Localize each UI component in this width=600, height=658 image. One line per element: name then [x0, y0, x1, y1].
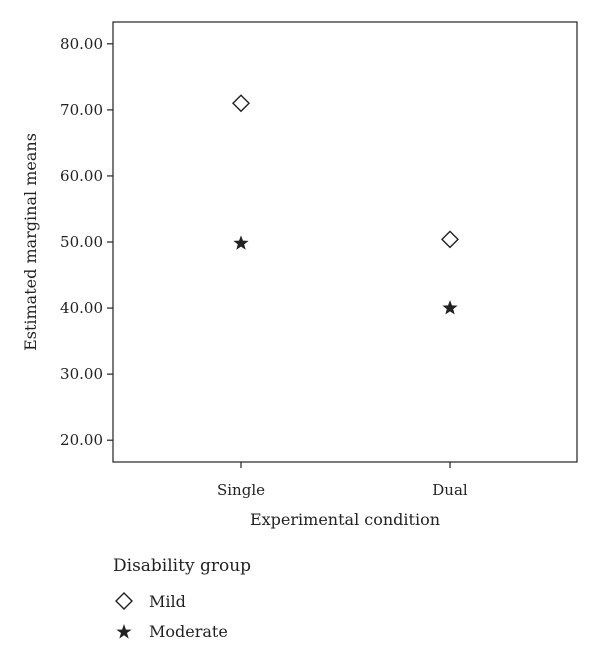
- y-tick-label: 20.00: [60, 431, 103, 449]
- y-tick-label: 60.00: [60, 167, 103, 185]
- data-points: [232, 94, 459, 315]
- diamond-icon: [115, 592, 133, 610]
- point-mild-dual: [441, 230, 459, 249]
- x-tick-label: Single: [217, 481, 265, 499]
- y-tick-label: 70.00: [60, 101, 103, 119]
- legend-item-mild: Mild: [113, 586, 251, 616]
- x-tick-label: Dual: [432, 481, 468, 499]
- y-axis: 20.00 30.00 40.00 50.00 60.00 70.00 80.00: [60, 35, 113, 449]
- legend-title: Disability group: [113, 556, 252, 576]
- y-tick-label: 80.00: [60, 35, 103, 53]
- x-axis-label: Experimental condition: [250, 510, 440, 529]
- point-moderate-single: [233, 235, 249, 250]
- x-axis: Single Dual: [217, 462, 468, 499]
- legend: Disability group Mild Moderate: [113, 556, 251, 646]
- star-icon: [116, 624, 132, 639]
- point-mild-single: [232, 94, 250, 113]
- legend-label-mild: Mild: [149, 591, 186, 611]
- y-tick-label: 30.00: [60, 365, 103, 383]
- legend-label-moderate: Moderate: [149, 621, 228, 641]
- y-axis-label: Estimated marginal means: [21, 133, 40, 351]
- y-tick-label: 40.00: [60, 299, 103, 317]
- point-moderate-dual: [442, 300, 458, 315]
- legend-item-moderate: Moderate: [113, 616, 251, 646]
- plot-area-frame: [112, 21, 578, 463]
- y-tick-label: 50.00: [60, 233, 103, 251]
